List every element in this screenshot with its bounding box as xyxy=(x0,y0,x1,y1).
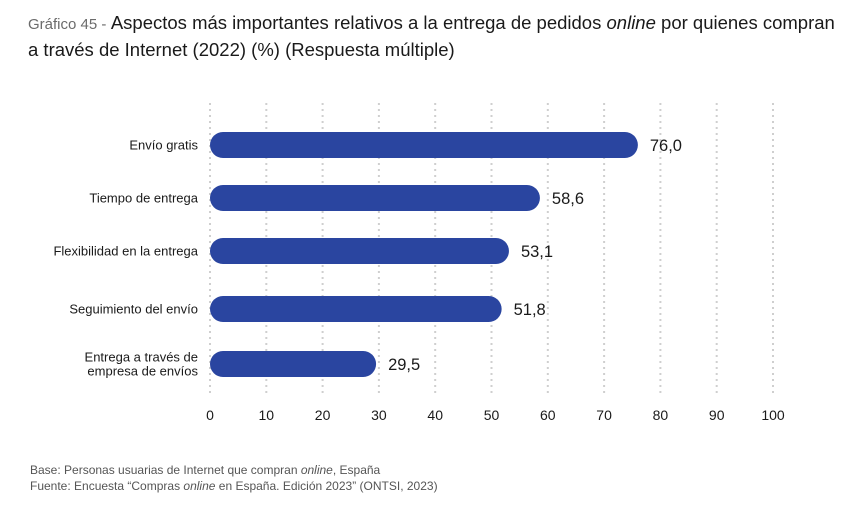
title-text: Aspectos más importantes relativos a la … xyxy=(28,12,835,60)
category-label: Seguimiento del envío xyxy=(69,302,198,317)
bar-chart: Envío gratis Tiempo de entrega Flexibilida… xyxy=(53,103,785,423)
x-tick-label: 90 xyxy=(709,407,725,423)
x-tick-label: 20 xyxy=(315,407,331,423)
category-label: Entrega a través de empresa de envíos xyxy=(85,350,199,379)
x-tick-label: 40 xyxy=(427,407,443,423)
x-tick-label: 100 xyxy=(761,407,785,423)
category-label: Flexibilidad en la entrega xyxy=(53,244,198,259)
bar xyxy=(210,351,377,377)
bars xyxy=(210,132,638,377)
chart-title: Gráfico 45 - Aspectos más importantes re… xyxy=(28,10,848,64)
chart-footer: Base: Personas usuarias de Internet que … xyxy=(30,462,438,494)
base-note: Base: Personas usuarias de Internet que … xyxy=(30,463,381,477)
x-tick-label: 80 xyxy=(653,407,669,423)
x-tick-label: 50 xyxy=(484,407,500,423)
category-labels: Envío gratis Tiempo de entrega Flexibilida… xyxy=(53,138,198,379)
x-tick-label: 10 xyxy=(259,407,275,423)
bar xyxy=(210,132,638,158)
data-label: 29,5 xyxy=(388,356,420,374)
bar xyxy=(210,185,540,211)
bar xyxy=(210,238,509,264)
x-tick-label: 30 xyxy=(371,407,387,423)
bar xyxy=(210,296,502,322)
value-labels: 76,0 58,6 53,1 51,8 29,5 xyxy=(388,137,682,374)
x-tick-label: 0 xyxy=(206,407,214,423)
x-tick-label: 60 xyxy=(540,407,556,423)
x-tick-label: 70 xyxy=(596,407,612,423)
data-label: 51,8 xyxy=(514,301,546,319)
chart-number: Gráfico 45 - xyxy=(28,16,107,33)
category-label: Tiempo de entrega xyxy=(89,191,198,206)
x-axis-ticks: 0 10 20 30 40 50 60 70 80 90 100 xyxy=(206,407,785,423)
category-label: Envío gratis xyxy=(129,138,198,153)
data-label: 58,6 xyxy=(552,190,584,208)
data-label: 76,0 xyxy=(650,137,682,155)
data-label: 53,1 xyxy=(521,243,553,261)
source-note: Fuente: Encuesta “Compras online en Espa… xyxy=(30,479,438,493)
